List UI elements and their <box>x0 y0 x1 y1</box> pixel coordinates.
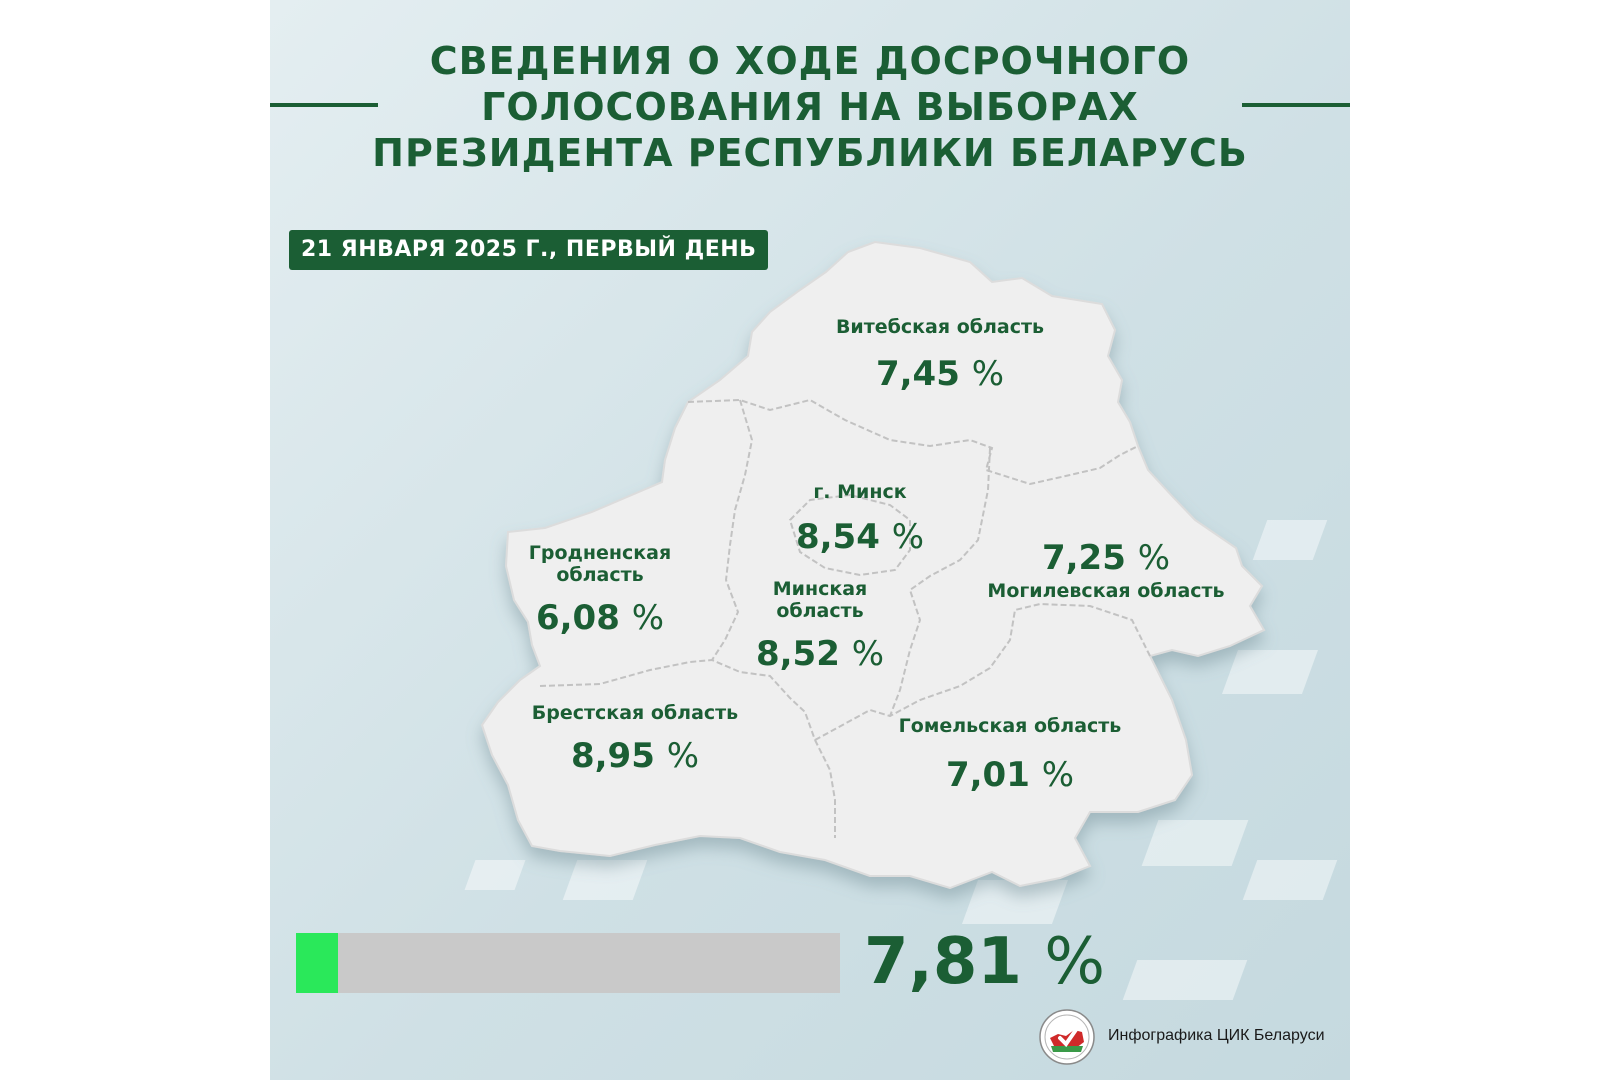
region-name: Могилевская область <box>987 580 1225 602</box>
percent-sign: % <box>1041 755 1075 795</box>
infographic-poster: СВЕДЕНИЯ О ХОДЕ ДОСРОЧНОГО ГОЛОСОВАНИЯ Н… <box>270 0 1350 1080</box>
belarus-map <box>480 240 1266 890</box>
border-mogilev <box>889 447 991 717</box>
region-percent: 6,08 % <box>520 596 680 640</box>
region-percent: 8,54 % <box>750 515 970 559</box>
percent-sign: % <box>1044 925 1105 999</box>
region-percent: 7,45 % <box>810 352 1070 396</box>
border-brest <box>539 658 816 741</box>
border-grodno-minsk <box>711 399 754 661</box>
region-gomel: Гомельская область 7,01 % <box>890 715 1130 797</box>
percent-sign: % <box>971 354 1005 394</box>
region-mogilev: 7,25 % Могилевская область <box>976 536 1236 602</box>
title-line-3: ПРЕЗИДЕНТА РЕСПУБЛИКИ БЕЛАРУСЬ <box>372 131 1248 175</box>
region-percent: 7,25 % <box>976 536 1236 580</box>
date-badge: 21 ЯНВАРЯ 2025 Г., ПЕРВЫЙ ДЕНЬ <box>289 230 769 270</box>
region-value: 6,08 <box>535 598 620 638</box>
region-name-line-1: Минская <box>772 578 868 600</box>
cec-logo-icon <box>1039 1009 1095 1065</box>
region-percent: 8,52 % <box>740 632 900 676</box>
region-minsk: Минская область 8,52 % <box>740 578 900 676</box>
region-value: 7,25 <box>1041 538 1126 578</box>
total-value: 7,81 <box>864 925 1022 999</box>
total-percent: 7,81 % <box>864 922 1105 1002</box>
border-minsk-city <box>788 493 911 577</box>
region-name: Гомельская область <box>898 715 1122 737</box>
title-line-right <box>1242 103 1350 107</box>
region-brest: Брестская область 8,95 % <box>520 702 750 778</box>
border-gomel-brest <box>814 739 836 838</box>
region-grodno: Гродненская область 6,08 % <box>520 542 680 640</box>
region-value: 8,52 <box>755 634 840 674</box>
border-gomel <box>814 602 1151 741</box>
percent-sign: % <box>1137 538 1171 578</box>
percent-sign: % <box>631 598 665 638</box>
page-title: СВЕДЕНИЯ О ХОДЕ ДОСРОЧНОГО ГОЛОСОВАНИЯ Н… <box>270 38 1350 176</box>
region-name-line-2: область <box>556 564 644 586</box>
region-name-line-1: Гродненская <box>528 542 672 564</box>
percent-sign: % <box>851 634 885 674</box>
region-name: Витебская область <box>835 316 1045 338</box>
region-value: 7,45 <box>875 354 960 394</box>
region-percent: 8,95 % <box>520 734 750 778</box>
progress-bar-fill <box>296 933 339 993</box>
percent-sign: % <box>666 736 700 776</box>
credit-text: Инфографика ЦИК Беларуси <box>1108 1027 1325 1044</box>
map-outline <box>480 240 1266 890</box>
region-name: Брестская область <box>531 702 739 724</box>
region-name: г. Минск <box>813 481 907 503</box>
percent-sign: % <box>891 517 925 557</box>
region-minsk-city: г. Минск 8,54 % <box>750 481 970 559</box>
title-line-left <box>270 103 378 107</box>
title-line-2: ГОЛОСОВАНИЯ НА ВЫБОРАХ <box>481 85 1139 129</box>
region-vitebsk: Витебская область 7,45 % <box>810 316 1070 396</box>
title-line-1: СВЕДЕНИЯ О ХОДЕ ДОСРОЧНОГО <box>429 39 1191 83</box>
region-name-line-2: область <box>776 600 864 622</box>
region-value: 8,54 <box>795 517 880 557</box>
progress-bar <box>296 933 840 993</box>
region-percent: 7,01 % <box>890 753 1130 797</box>
region-value: 7,01 <box>945 755 1030 795</box>
region-value: 8,95 <box>570 736 655 776</box>
